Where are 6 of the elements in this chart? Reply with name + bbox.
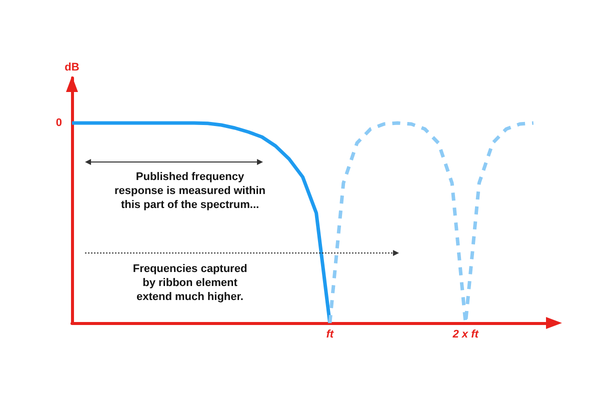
text: 0 — [56, 117, 62, 129]
x-tick-label: ft — [326, 328, 335, 340]
annotation: Published frequency response is measured within this part of the spectrum... — [114, 171, 266, 211]
y-axis-title: dB — [64, 62, 80, 74]
x-tick-label: 2 x ft — [452, 328, 480, 340]
annotation: Frequencies captured by ribbon element extend much higher. — [132, 263, 248, 303]
